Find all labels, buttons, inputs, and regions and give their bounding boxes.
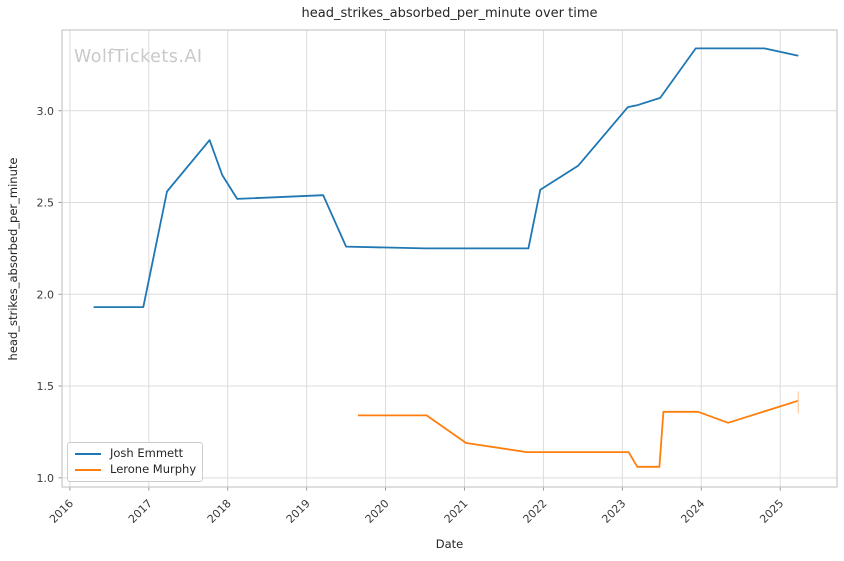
plot-border	[61, 29, 838, 488]
x-tick-labels: 2016 2017 2018 2019 2020 2021 2022 2023 2024 2025	[47, 497, 786, 526]
legend-line-swatch-lerone-murphy	[75, 468, 101, 471]
legend: Josh Emmett Lerone Murphy	[67, 442, 203, 482]
legend-label: Lerone Murphy	[110, 462, 197, 477]
plot-background	[62, 30, 837, 487]
y-tick-labels: 1.0 1.5 2.0 2.5 3.0	[37, 105, 55, 485]
series-line-josh-emmett	[93, 47, 799, 309]
svg-text:1.5: 1.5	[37, 380, 55, 393]
svg-text:2017: 2017	[126, 497, 155, 526]
legend-line-swatch-josh-emmett	[75, 453, 101, 456]
series-line-lerone-murphy	[358, 399, 799, 468]
chart-title: head_strikes_absorbed_per_minute over ti…	[301, 6, 598, 21]
svg-text:2023: 2023	[599, 497, 628, 526]
svg-text:2024: 2024	[678, 497, 707, 526]
svg-text:2021: 2021	[442, 497, 471, 526]
svg-text:2020: 2020	[363, 497, 392, 526]
svg-text:3.0: 3.0	[37, 105, 55, 118]
svg-text:2.0: 2.0	[37, 288, 55, 301]
legend-label: Josh Emmett	[110, 446, 184, 461]
svg-text:2025: 2025	[757, 497, 786, 526]
legend-item: Lerone Murphy	[68, 464, 202, 476]
legend-item: Josh Emmett	[68, 448, 202, 460]
svg-text:2.5: 2.5	[37, 197, 55, 210]
svg-text:2016: 2016	[47, 497, 76, 526]
watermark: WolfTickets.AI	[74, 47, 203, 67]
svg-text:2018: 2018	[205, 497, 234, 526]
svg-text:2019: 2019	[284, 497, 313, 526]
gridlines	[62, 30, 837, 487]
x-axis-label: Date	[435, 537, 464, 551]
y-axis-label: head_strikes_absorbed_per_minute	[6, 157, 20, 361]
svg-text:2022: 2022	[521, 497, 550, 526]
svg-text:1.0: 1.0	[37, 472, 55, 485]
